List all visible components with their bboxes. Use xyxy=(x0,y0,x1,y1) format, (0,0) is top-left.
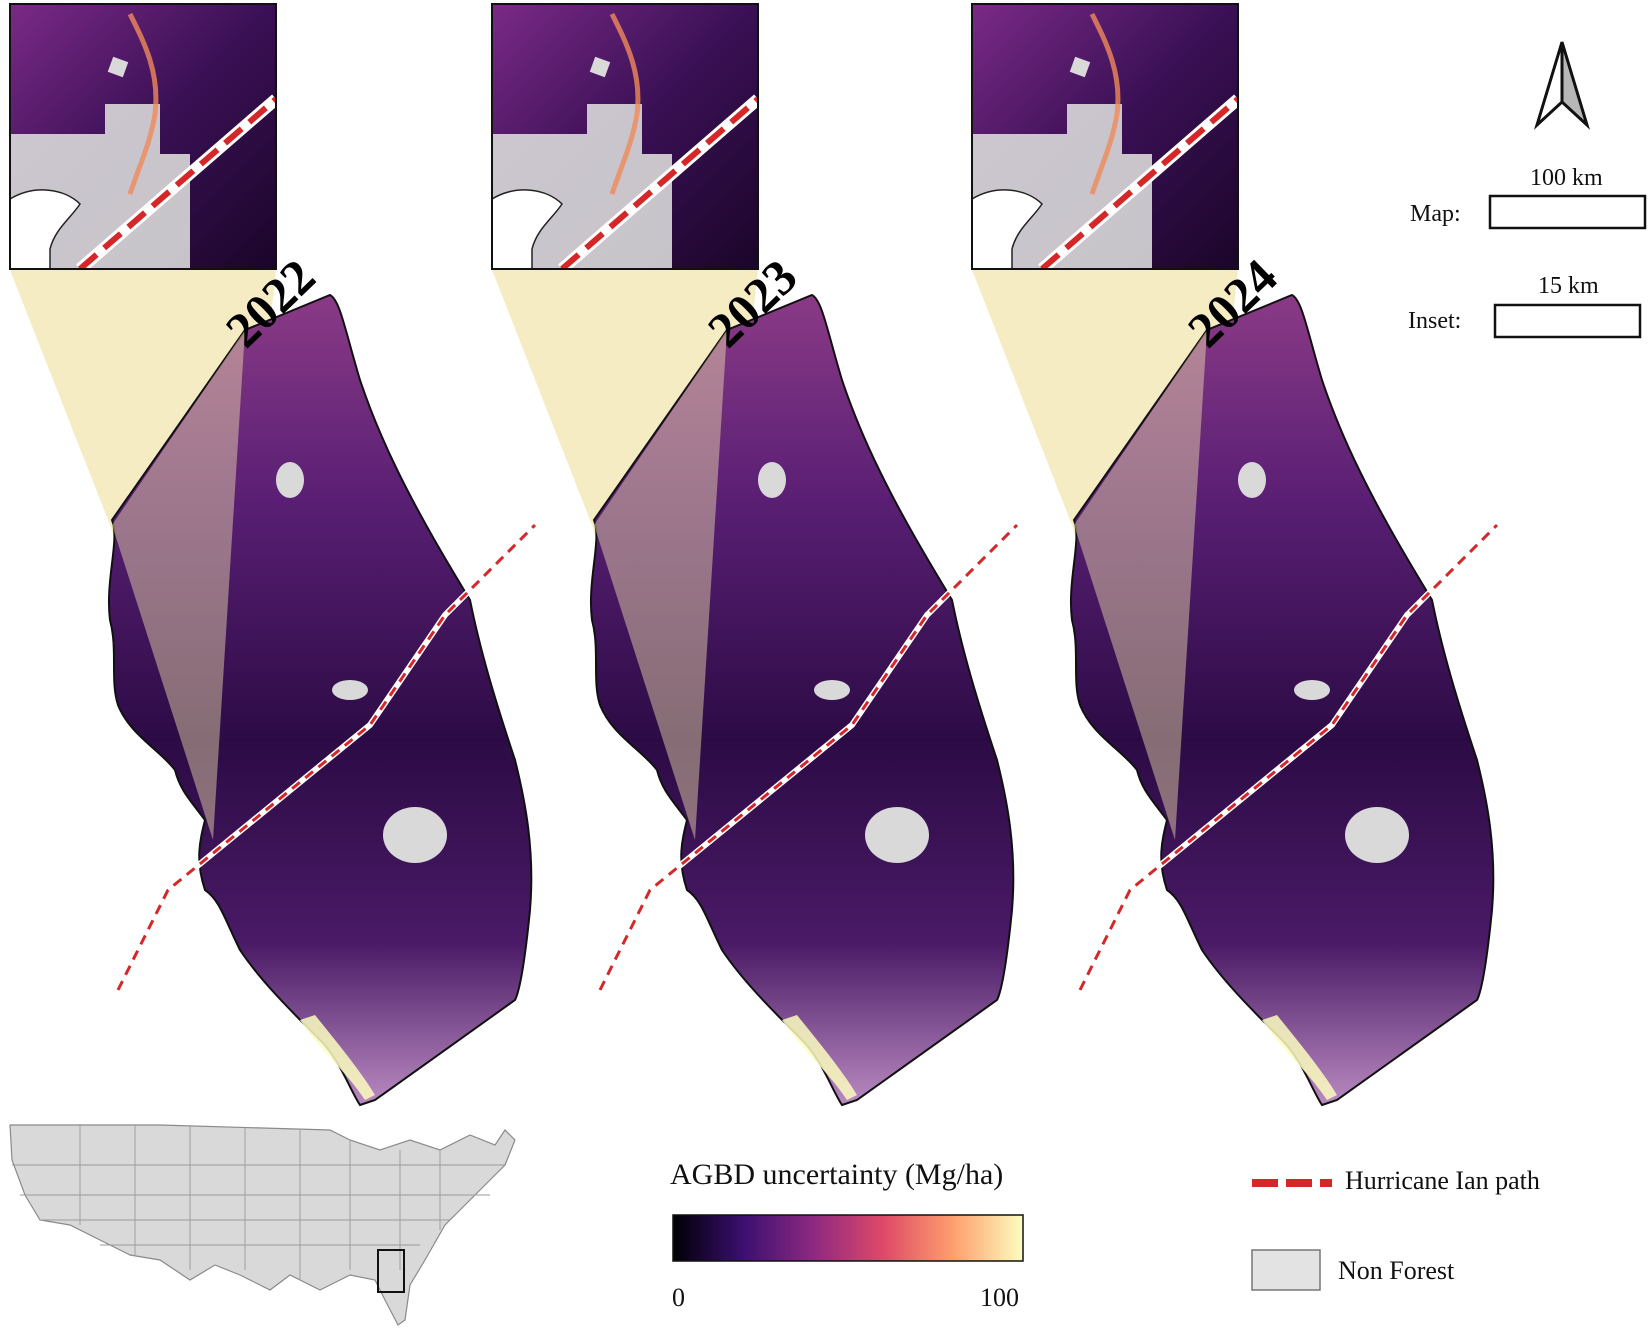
hurricane-path xyxy=(116,523,537,991)
inset-map xyxy=(491,3,759,270)
zoom-fan-overlay xyxy=(112,330,245,840)
inset-map xyxy=(9,3,277,270)
colorbar-min-label: 0 xyxy=(672,1283,685,1312)
nonforest-patch xyxy=(1294,680,1330,700)
nonforest-legend-label: Non Forest xyxy=(1338,1256,1455,1285)
inset-scale-distance: 15 km xyxy=(1538,273,1599,299)
map-scale-distance: 100 km xyxy=(1530,165,1603,191)
coastal-band xyxy=(300,1015,375,1100)
hurricane-path xyxy=(598,523,1019,991)
nonforest-patch xyxy=(814,680,850,700)
north-arrow-icon xyxy=(1533,41,1591,130)
colorbar-max-label: 100 xyxy=(980,1283,1019,1312)
coastal-band xyxy=(1262,1015,1337,1100)
nonforest-patch xyxy=(276,462,304,498)
nonforest-patch xyxy=(332,680,368,700)
panel-2024: 2024 xyxy=(971,3,1500,1107)
coastal-band xyxy=(782,1015,857,1100)
map-scale-bar xyxy=(1488,194,1647,230)
panel-2022: 2022 xyxy=(9,3,538,1107)
nonforest-lake xyxy=(383,807,447,863)
nonforest-lake xyxy=(865,807,929,863)
zoom-fan-overlay xyxy=(594,330,727,840)
nonforest-legend-swatch xyxy=(1251,1249,1321,1291)
nonforest-lake xyxy=(1345,807,1409,863)
hurricane-path xyxy=(1078,523,1499,991)
nonforest-patch xyxy=(758,462,786,498)
us-overview-map xyxy=(9,1124,516,1326)
map-scale-label: Map: xyxy=(1410,201,1461,227)
inset-map xyxy=(971,3,1239,270)
nonforest-patch xyxy=(1238,462,1266,498)
colorbar xyxy=(672,1214,1024,1262)
inset-scale-label: Inset: xyxy=(1408,308,1462,334)
inset-scale-bar xyxy=(1493,303,1642,339)
zoom-fan-overlay xyxy=(1074,330,1207,840)
hurricane-legend-label: Hurricane Ian path xyxy=(1345,1166,1540,1195)
study-area-box xyxy=(377,1249,405,1293)
colorbar-title: AGBD uncertainty (Mg/ha) xyxy=(670,1158,1004,1191)
panel-2023: 2023 xyxy=(491,3,1020,1107)
